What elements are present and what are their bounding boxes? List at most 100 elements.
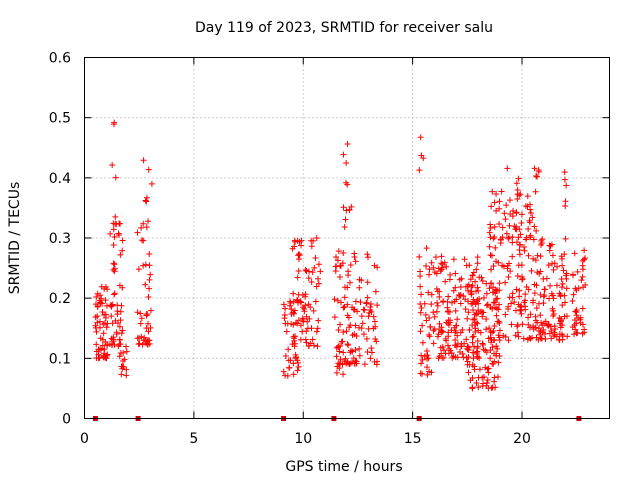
data-point xyxy=(119,284,126,291)
data-point xyxy=(295,252,302,259)
data-point xyxy=(111,265,118,272)
data-point xyxy=(96,324,103,331)
data-point xyxy=(102,314,109,321)
data-point xyxy=(94,313,101,320)
data-point xyxy=(491,358,498,365)
data-point xyxy=(134,335,141,342)
data-point xyxy=(548,241,555,248)
data-point xyxy=(136,340,143,347)
data-point xyxy=(117,349,124,356)
data-point xyxy=(579,257,586,264)
data-point xyxy=(345,314,352,321)
data-point xyxy=(573,307,580,314)
data-point xyxy=(337,262,344,269)
data-point xyxy=(290,298,297,305)
data-point xyxy=(507,268,514,275)
data-point xyxy=(562,235,569,242)
data-point xyxy=(527,335,534,342)
data-point xyxy=(474,284,481,291)
data-point xyxy=(440,298,447,305)
data-point xyxy=(301,308,308,315)
data-point xyxy=(434,299,441,306)
data-point xyxy=(360,306,367,313)
data-point xyxy=(464,283,471,290)
data-point xyxy=(503,230,510,237)
data-point xyxy=(469,300,476,307)
data-point xyxy=(494,295,501,302)
data-point xyxy=(532,257,539,264)
data-point xyxy=(111,341,118,348)
data-point xyxy=(478,274,485,281)
grid-lines xyxy=(84,57,610,419)
data-point xyxy=(562,203,569,210)
y-axis-label: SRMTID / TECUs xyxy=(7,182,23,295)
data-point xyxy=(309,269,316,276)
data-point xyxy=(100,330,107,337)
data-point xyxy=(114,302,121,309)
data-point xyxy=(292,351,299,358)
data-point xyxy=(423,347,430,354)
data-point xyxy=(312,255,319,262)
data-point xyxy=(526,324,533,331)
data-point xyxy=(349,332,356,339)
data-point xyxy=(336,321,343,328)
data-point xyxy=(374,358,381,365)
data-point xyxy=(366,309,373,316)
data-point xyxy=(515,175,522,182)
data-point xyxy=(454,316,461,323)
data-point xyxy=(418,152,425,159)
data-point xyxy=(291,307,298,314)
data-point xyxy=(97,300,104,307)
data-point xyxy=(308,243,315,250)
data-point xyxy=(469,322,476,329)
data-point xyxy=(117,341,124,348)
data-point xyxy=(138,315,145,322)
data-point xyxy=(502,279,509,286)
data-point xyxy=(93,341,100,348)
data-point xyxy=(346,361,353,368)
data-point xyxy=(570,291,577,298)
data-point xyxy=(123,366,130,373)
data-point xyxy=(139,237,146,244)
data-point xyxy=(119,327,126,334)
data-point xyxy=(341,294,348,301)
data-point xyxy=(433,308,440,315)
data-point xyxy=(314,343,321,350)
data-point xyxy=(97,345,104,352)
data-point xyxy=(145,320,152,327)
data-point xyxy=(480,294,487,301)
data-point xyxy=(490,360,497,367)
data-point xyxy=(419,322,426,329)
data-point xyxy=(549,252,556,259)
data-point xyxy=(294,274,301,281)
data-point xyxy=(513,209,520,216)
data-point xyxy=(531,290,538,297)
data-point xyxy=(289,341,296,348)
data-point xyxy=(117,317,124,324)
data-point xyxy=(559,262,566,269)
data-point xyxy=(315,317,322,324)
data-point xyxy=(372,336,379,343)
data-point xyxy=(471,366,478,373)
data-point xyxy=(92,322,99,329)
data-point xyxy=(356,284,363,291)
data-point xyxy=(553,333,560,340)
data-point xyxy=(433,270,440,277)
data-point xyxy=(493,207,500,214)
data-point xyxy=(438,327,445,334)
data-point xyxy=(542,335,549,342)
data-point xyxy=(308,237,315,244)
data-point xyxy=(119,358,126,365)
data-point xyxy=(438,350,445,357)
data-point xyxy=(532,313,539,320)
data-point xyxy=(470,333,477,340)
data-point xyxy=(284,372,291,379)
data-point xyxy=(441,259,448,266)
data-point xyxy=(500,263,507,270)
data-point xyxy=(570,271,577,278)
data-point xyxy=(280,368,287,375)
data-point xyxy=(494,345,501,352)
data-point xyxy=(299,292,306,299)
data-point xyxy=(294,367,301,374)
data-point xyxy=(474,338,481,345)
